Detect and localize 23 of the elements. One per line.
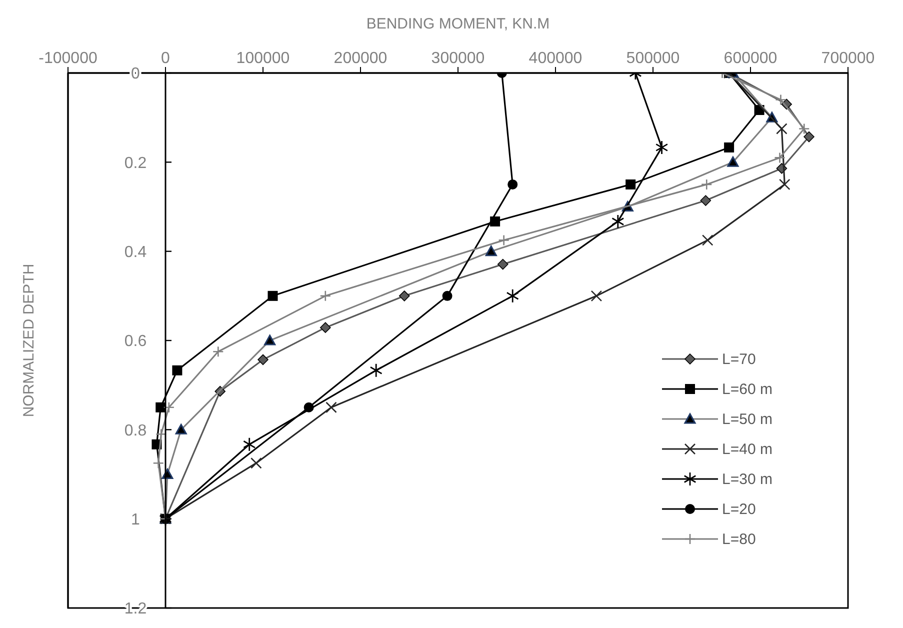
legend-label: L=50 m [722,410,772,428]
x-tick-label: 100000 [236,50,290,67]
legend-label: L=60 m [722,380,772,398]
legend-label: L=20 [722,500,756,518]
y-tick-label: 0.2 [124,154,147,172]
x-tick-label: 700000 [821,50,875,67]
x-tick-label: 600000 [724,50,778,67]
x-axis-title: BENDING MOMENT, KN.M [366,16,550,33]
x-tick-label: 500000 [626,50,680,67]
x-tick-label: 0 [161,50,170,67]
legend-label: L=70 [722,350,756,368]
legend-label: L=80 [722,530,756,548]
x-tick-label: 300000 [431,50,485,67]
legend-label: L=40 m [722,440,772,458]
legend-label: L=30 m [722,470,772,488]
x-tick-label: 200000 [334,50,388,67]
y-tick-label: 0.4 [124,244,147,261]
y-tick-label: 1 [131,511,140,528]
y-tick-label: 0.6 [124,333,147,350]
x-tick-label: -100000 [38,50,98,67]
y-tick-label: 0.8 [124,422,147,440]
x-tick-label: 400000 [528,50,582,67]
y-axis-title: NORMALIZED DEPTH [20,264,38,418]
